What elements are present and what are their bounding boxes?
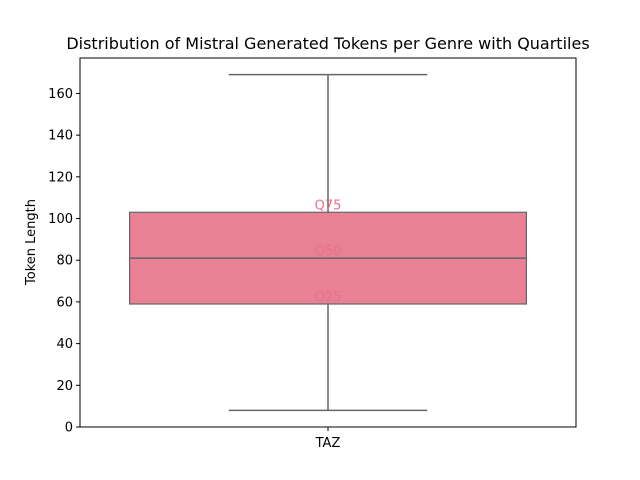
y-tick-label: 160 xyxy=(48,87,73,102)
x-tick-label: TAZ xyxy=(315,436,341,451)
plot-frame xyxy=(79,57,577,428)
y-tick-label: 80 xyxy=(56,254,73,269)
y-tick-label: 140 xyxy=(48,129,73,144)
y-tick-label: 0 xyxy=(65,421,73,436)
quartile-label-q50: Q50 xyxy=(315,244,342,259)
quartile-label-q75: Q75 xyxy=(315,198,342,213)
y-tick-label: 100 xyxy=(48,212,73,227)
plot-area: Q75 Q50 Q25 TAZ 0 20 40 60 80 100 120 140 160 xyxy=(48,57,577,451)
y-tick-label: 20 xyxy=(56,379,73,394)
y-tick-label: 60 xyxy=(56,295,73,310)
y-tick-label: 120 xyxy=(48,170,73,185)
chart-title: Distribution of Mistral Generated Tokens… xyxy=(66,34,589,53)
y-tick-label: 40 xyxy=(56,337,73,352)
quartile-label-q25: Q25 xyxy=(315,290,342,305)
y-axis-label: Token Length xyxy=(24,199,39,286)
